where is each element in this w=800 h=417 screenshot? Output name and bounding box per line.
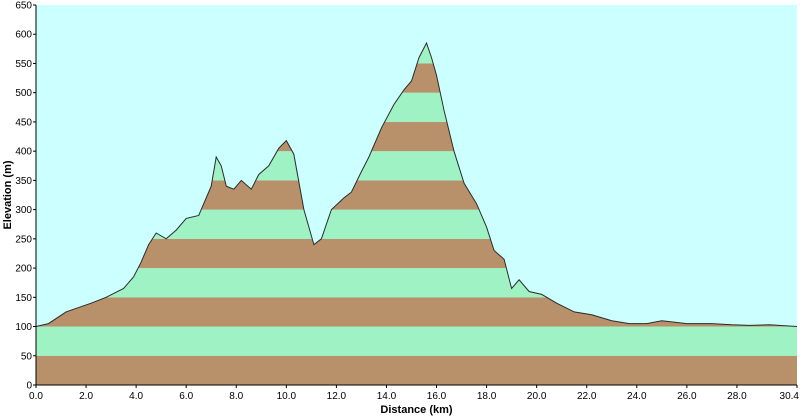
x-axis-title: Distance (km): [380, 404, 452, 416]
y-tick-label: 100: [15, 322, 32, 333]
x-tick-label: 26.0: [677, 391, 697, 402]
y-tick-label: 50: [21, 351, 33, 362]
x-tick-label: 10.0: [277, 391, 297, 402]
x-tick-label: 28.0: [727, 391, 747, 402]
x-tick-label: 22.0: [577, 391, 597, 402]
x-axis-ticks: 0.0 2.0 4.0 6.0 8.0 10.0 12.0 14.0 16.0 18.0 20.0 2…: [29, 385, 799, 402]
x-tick-label: 16.0: [427, 391, 447, 402]
y-tick-label: 350: [15, 176, 32, 187]
elevation-band: [36, 355, 797, 385]
x-tick-label: 8.0: [229, 391, 243, 402]
y-tick-label: 0: [26, 381, 32, 392]
y-tick-label: 300: [15, 205, 32, 216]
y-tick-label: 450: [15, 117, 32, 128]
x-tick-label: 20.0: [527, 391, 547, 402]
y-tick-label: 150: [15, 293, 32, 304]
elevation-band: [36, 326, 797, 356]
y-axis-title: Elevation (m): [2, 160, 14, 229]
y-tick-label: 200: [15, 264, 32, 275]
x-tick-label: 18.0: [477, 391, 497, 402]
x-tick-label: 4.0: [129, 391, 143, 402]
elevation-profile-line: [35, 41, 798, 327]
x-tick-label: 24.0: [627, 391, 647, 402]
y-axis-ticks: 0 50 100 150 200 250 300 350 400 450 500 550 600 650: [15, 1, 36, 392]
x-tick-label: 12.0: [327, 391, 347, 402]
x-tick-label: 6.0: [179, 391, 193, 402]
x-tick-label: 0.0: [29, 391, 43, 402]
x-tick-label: 14.0: [377, 391, 397, 402]
axes: [35, 5, 797, 386]
y-tick-label: 650: [15, 1, 32, 12]
y-tick-label: 550: [15, 59, 32, 70]
y-tick-label: 250: [15, 234, 32, 245]
y-tick-label: 400: [15, 147, 32, 158]
x-tick-label: 2.0: [79, 391, 93, 402]
x-tick-label: 30.4: [780, 391, 800, 402]
y-tick-label: 600: [15, 30, 32, 41]
y-tick-label: 500: [15, 88, 32, 99]
